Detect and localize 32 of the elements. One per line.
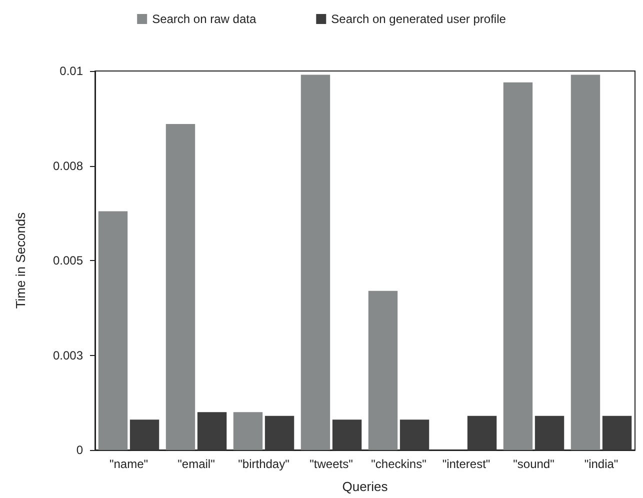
legend-label: Search on raw data: [152, 12, 256, 26]
bar: [368, 290, 398, 450]
x-axis-title: Queries: [342, 479, 388, 494]
bar: [503, 82, 533, 450]
bar: [467, 416, 497, 450]
bar: [602, 416, 632, 450]
x-tick-label: "birthday": [238, 457, 290, 471]
x-tick-label: "name": [109, 457, 148, 471]
bar: [570, 74, 600, 450]
y-tick-label: 0.003: [52, 348, 84, 362]
bar: [264, 416, 294, 450]
legend-label: Search on generated user profile: [331, 12, 506, 26]
x-tick-label: "tweets": [310, 457, 353, 471]
y-tick-label: 0: [76, 443, 84, 457]
x-tick-label: "checkins": [371, 457, 426, 471]
bar: [166, 124, 196, 450]
y-tick-label: 0.005: [52, 254, 84, 268]
bar: [534, 416, 564, 450]
y-tick-label: 0.01: [60, 64, 84, 78]
bar: [332, 420, 362, 450]
bar: [98, 211, 128, 450]
y-axis-title: Time in Seconds: [13, 212, 28, 309]
bar: [400, 420, 430, 450]
x-tick-label: "email": [178, 457, 215, 471]
x-tick-label: "interest": [442, 457, 490, 471]
y-tick-label: 0.008: [52, 158, 84, 173]
bar: [233, 412, 263, 450]
x-tick-label: "india": [584, 457, 618, 471]
bar: [300, 74, 330, 450]
bar: [130, 420, 160, 450]
x-tick-label: "sound": [513, 457, 554, 471]
bar: [197, 412, 227, 450]
